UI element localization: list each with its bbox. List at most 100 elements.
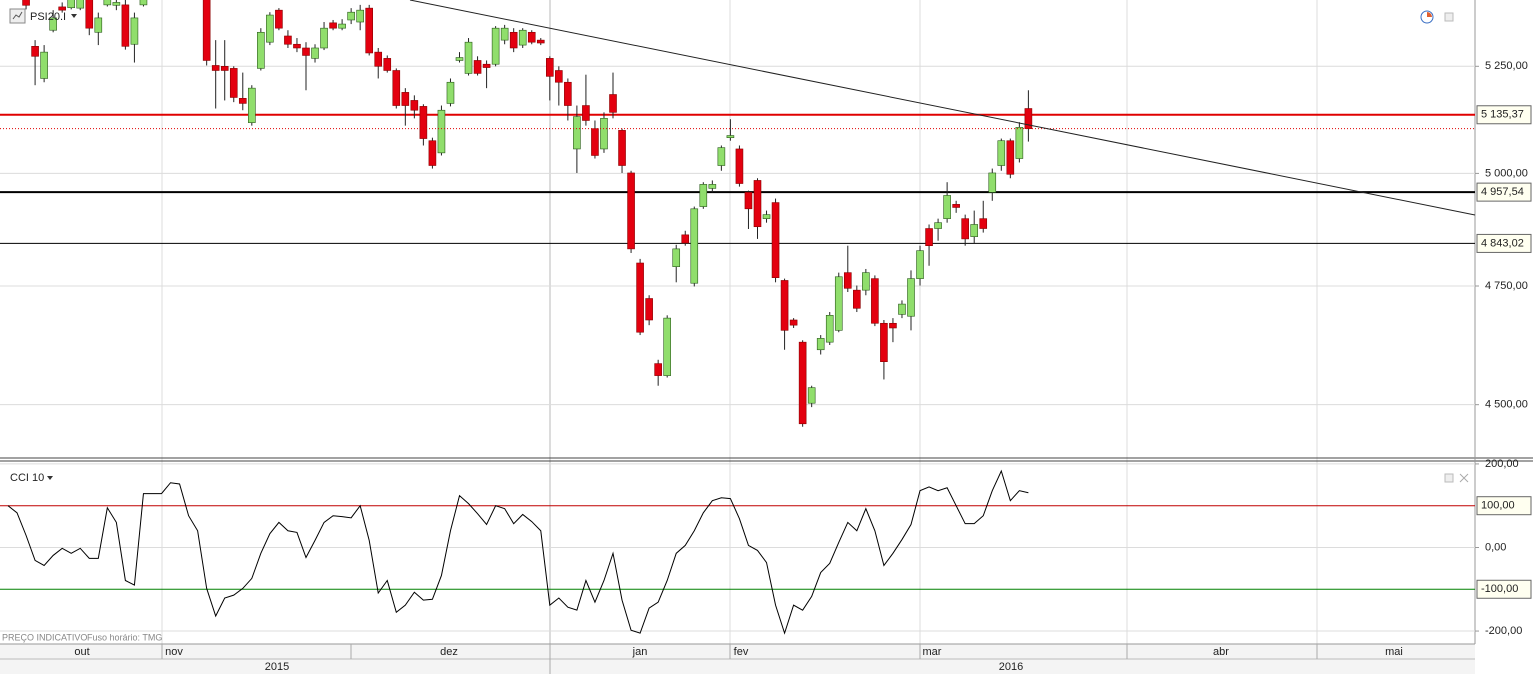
candle-body bbox=[22, 0, 30, 6]
candle-body bbox=[1006, 140, 1015, 175]
candle-body bbox=[202, 0, 211, 61]
candle-body bbox=[139, 0, 148, 6]
indicator-title: CCI 10 bbox=[10, 472, 44, 484]
candle-body bbox=[735, 148, 744, 184]
candle-body bbox=[618, 130, 626, 166]
x-month-label: abr bbox=[1213, 646, 1229, 658]
candle-body bbox=[600, 118, 608, 150]
candle-body bbox=[943, 195, 951, 219]
y-tick-label: 5 250,00 bbox=[1485, 60, 1528, 72]
candle-body bbox=[545, 58, 554, 77]
y-tick-label: 0,00 bbox=[1485, 541, 1506, 553]
candle-body bbox=[410, 100, 419, 111]
candle-body bbox=[121, 4, 130, 47]
candle-body bbox=[853, 289, 861, 309]
candle-body bbox=[672, 248, 681, 267]
vertical-grid bbox=[161, 0, 1318, 644]
x-year-label: 2015 bbox=[265, 661, 289, 673]
candle-body bbox=[473, 60, 482, 74]
toolbar-icons[interactable] bbox=[1420, 10, 1469, 483]
candle-body bbox=[898, 303, 906, 315]
candle-body bbox=[266, 14, 274, 43]
candle-body bbox=[591, 128, 599, 156]
candle-body bbox=[988, 172, 997, 193]
x-month-label: mai bbox=[1385, 646, 1403, 658]
candle-body bbox=[338, 23, 346, 29]
candle-body bbox=[211, 65, 220, 71]
price-label-box bbox=[1476, 579, 1532, 599]
candle-body bbox=[229, 68, 238, 98]
plot-area bbox=[0, 0, 1475, 427]
candle-body bbox=[320, 27, 328, 49]
price-label-box bbox=[1476, 182, 1532, 202]
candle-body bbox=[482, 63, 491, 68]
candle-body bbox=[401, 92, 410, 106]
candle-body bbox=[979, 218, 988, 229]
footer-note: Fuso horário: TMG bbox=[87, 632, 162, 642]
candle-body bbox=[437, 109, 446, 154]
price-label: 100,00 bbox=[1481, 500, 1515, 512]
candle-body bbox=[302, 47, 310, 56]
plot-area bbox=[0, 463, 1475, 635]
x-month-label: jan bbox=[632, 646, 648, 658]
candle-body bbox=[925, 228, 933, 246]
price-label-box bbox=[1476, 233, 1532, 253]
candle-body bbox=[94, 17, 103, 33]
candle-body bbox=[807, 387, 816, 404]
candle-body bbox=[753, 180, 762, 228]
candle-body bbox=[58, 6, 66, 11]
candle-body bbox=[771, 202, 780, 278]
candle-body bbox=[103, 0, 112, 6]
candle-body bbox=[907, 278, 915, 317]
y-tick-label: -200,00 bbox=[1485, 625, 1522, 637]
candle-body bbox=[555, 70, 563, 83]
candle-body bbox=[564, 81, 572, 106]
candle-body bbox=[329, 22, 337, 29]
dropdown-icon[interactable] bbox=[47, 476, 53, 480]
candle-body bbox=[916, 250, 924, 279]
price-label: 4 843,02 bbox=[1481, 237, 1524, 249]
candle-body bbox=[1015, 127, 1024, 159]
candle-body bbox=[374, 51, 383, 67]
candle-body bbox=[85, 0, 94, 29]
candle-body bbox=[961, 218, 969, 240]
candle-body bbox=[428, 140, 437, 166]
candle-body bbox=[880, 322, 888, 362]
candle-body bbox=[816, 338, 825, 351]
candle-body bbox=[843, 272, 852, 289]
candle-body bbox=[257, 31, 265, 69]
candle-body bbox=[952, 204, 960, 208]
candle-body bbox=[970, 224, 979, 237]
candle-body bbox=[834, 276, 843, 331]
candle-body bbox=[392, 70, 401, 106]
candle-body bbox=[690, 208, 699, 284]
x-year-label: 2016 bbox=[999, 661, 1023, 673]
y-tick-label: 5 000,00 bbox=[1485, 167, 1528, 179]
candle-body bbox=[527, 31, 536, 43]
candle-body bbox=[798, 341, 807, 425]
x-month-label: mar bbox=[923, 646, 942, 658]
price-label: 4 957,54 bbox=[1481, 186, 1524, 198]
candle-body bbox=[609, 94, 617, 113]
x-month-label: nov bbox=[165, 646, 183, 658]
price-label-box bbox=[1476, 496, 1532, 516]
candle-body bbox=[934, 222, 942, 229]
candle-body bbox=[464, 41, 473, 74]
candle-body bbox=[130, 17, 139, 45]
candle-body bbox=[248, 87, 256, 123]
candle-body bbox=[573, 116, 581, 150]
price-label: -100,00 bbox=[1481, 583, 1518, 595]
chart-title: PSI20.I bbox=[30, 11, 66, 23]
candle-body bbox=[1024, 108, 1033, 129]
candle-body bbox=[455, 57, 464, 61]
candle-body bbox=[76, 0, 85, 9]
candle-body bbox=[744, 192, 753, 210]
candle-body bbox=[645, 298, 653, 321]
candle-body bbox=[536, 39, 545, 44]
x-month-label: dez bbox=[440, 646, 458, 658]
candle-body bbox=[717, 147, 726, 166]
candle-body bbox=[49, 17, 57, 31]
candle-body bbox=[491, 27, 500, 65]
trend-line bbox=[409, 0, 1476, 216]
